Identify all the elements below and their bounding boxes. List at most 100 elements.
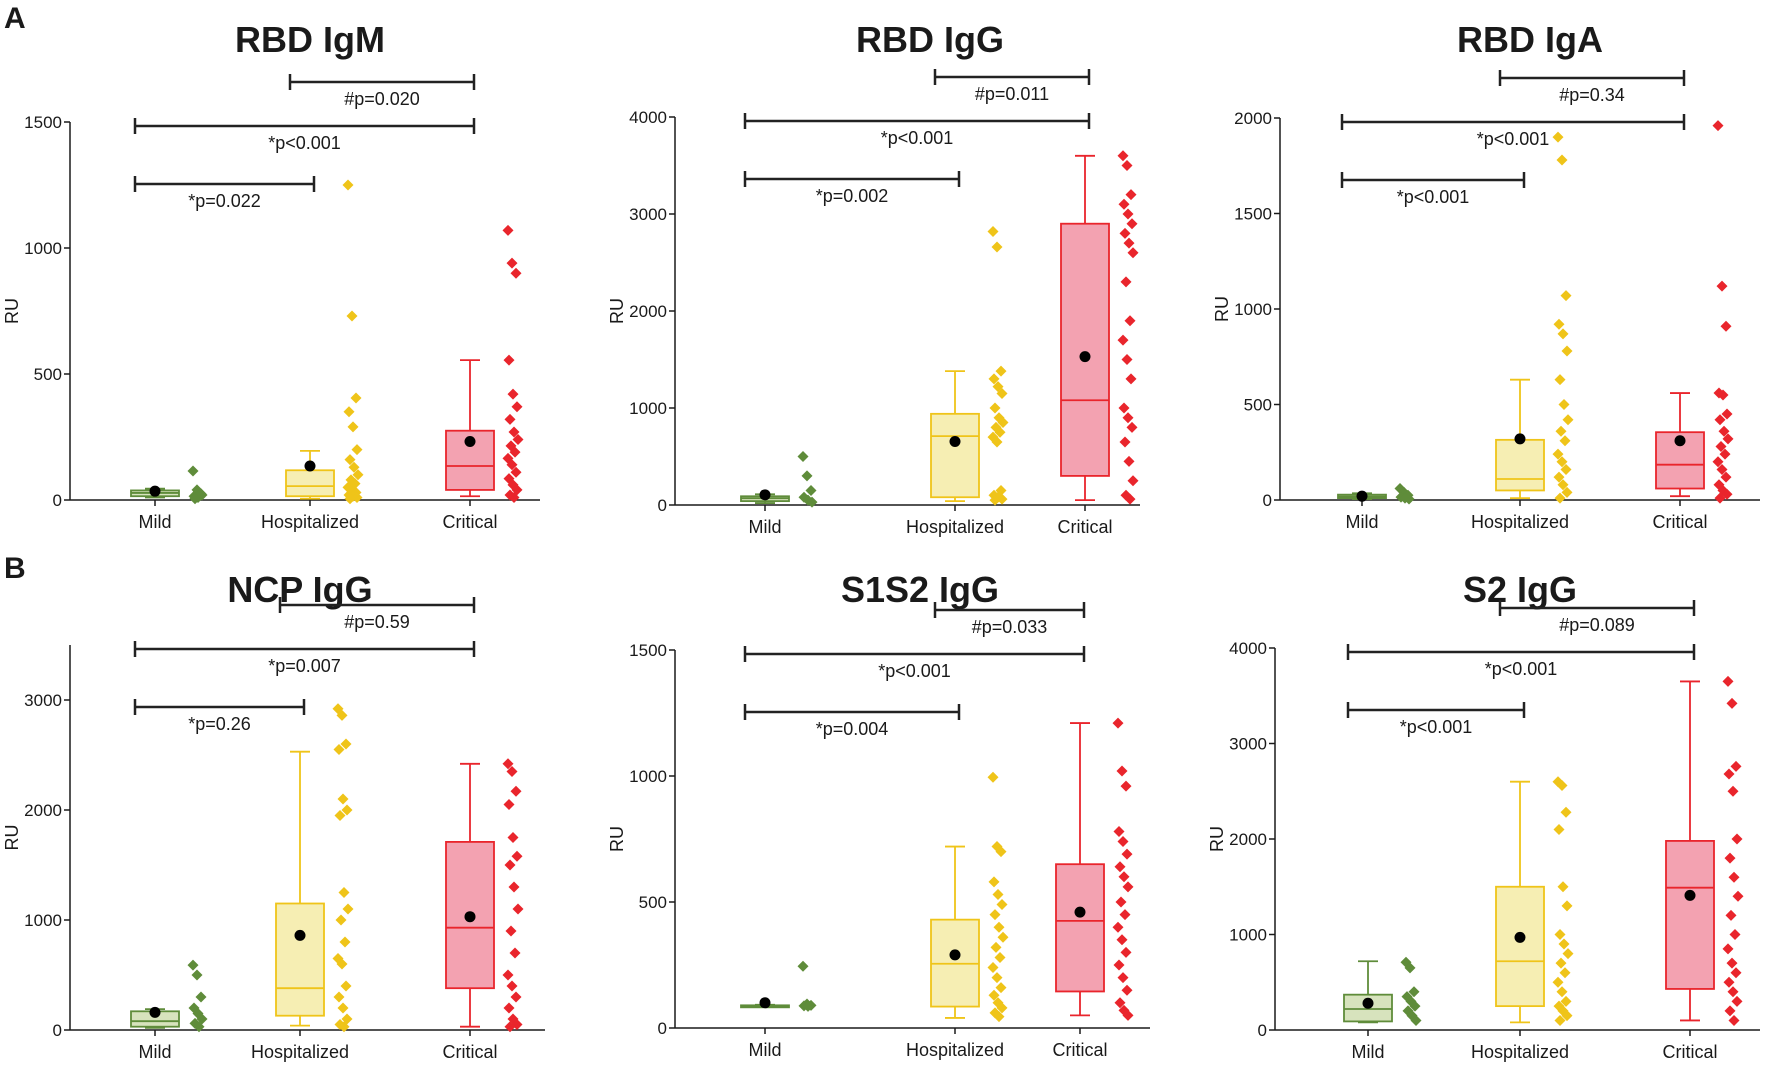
data-point <box>1119 909 1131 921</box>
mean-marker <box>949 435 961 447</box>
data-point <box>348 461 360 473</box>
data-point <box>988 876 1000 888</box>
x-tick-label: Hospitalized <box>1471 1042 1569 1062</box>
data-point <box>350 392 362 404</box>
chart-title: S2 IgG <box>1463 569 1577 610</box>
data-point <box>987 225 999 237</box>
sig-label: *p=0.26 <box>188 714 251 734</box>
y-tick-label: 1000 <box>629 399 667 418</box>
data-point <box>1554 374 1566 386</box>
y-axis-label: RU <box>1207 826 1227 852</box>
data-point <box>1553 471 1565 483</box>
data-point <box>337 1002 349 1014</box>
y-tick-label: 3000 <box>1229 735 1267 754</box>
data-point <box>1720 471 1732 483</box>
y-tick-label: 0 <box>1263 491 1272 510</box>
mean-marker <box>304 460 316 472</box>
data-point <box>1125 189 1137 201</box>
data-point <box>1715 441 1727 453</box>
data-point <box>511 850 523 862</box>
x-tick-label: Critical <box>1057 517 1112 537</box>
data-point <box>1122 881 1134 893</box>
mean-marker <box>1074 906 1086 918</box>
sig-label: *p<0.001 <box>878 661 951 681</box>
data-point <box>336 709 348 721</box>
data-point <box>187 465 199 477</box>
data-point <box>1732 890 1744 902</box>
data-point <box>347 421 359 433</box>
data-point <box>1727 785 1739 797</box>
data-point <box>1731 995 1743 1007</box>
data-point <box>1561 486 1573 498</box>
data-point <box>995 365 1007 377</box>
data-point <box>1122 412 1134 424</box>
y-tick-label: 1500 <box>24 113 62 132</box>
data-point <box>1120 946 1132 958</box>
y-tick-label: 2000 <box>1234 109 1272 128</box>
data-point <box>994 951 1006 963</box>
data-point <box>1552 131 1564 143</box>
mean-marker <box>464 911 476 923</box>
x-tick-label: Mild <box>138 1042 171 1062</box>
mean-marker <box>1362 997 1374 1009</box>
data-point <box>508 491 520 503</box>
x-tick-label: Hospitalized <box>261 512 359 532</box>
data-point <box>1561 900 1573 912</box>
data-point <box>1725 909 1737 921</box>
data-point <box>994 426 1006 438</box>
chart-panel-5: S1S2 IgG 0 500 1000 1500 RU Mild Hospitalized Cr… <box>607 569 1150 1060</box>
x-tick-label: Critical <box>1652 512 1707 532</box>
chart-panel-4: NCP IgG 0 1000 2000 3000 RU Mild Hospitalized Cr… <box>2 569 545 1062</box>
sig-label: *p<0.001 <box>1477 129 1550 149</box>
data-point <box>1117 836 1129 848</box>
sig-label: #p=0.089 <box>1559 615 1635 635</box>
data-point <box>342 179 354 191</box>
data-point <box>1121 984 1133 996</box>
data-point <box>351 444 363 456</box>
data-point <box>1403 493 1415 505</box>
data-point <box>1126 421 1138 433</box>
data-point <box>1558 938 1570 950</box>
data-point <box>1119 436 1131 448</box>
data-point <box>1112 921 1124 933</box>
data-point <box>338 1021 350 1033</box>
x-tick-label: Mild <box>748 517 781 537</box>
data-point <box>333 744 345 755</box>
data-point <box>1719 448 1731 460</box>
data-point <box>1716 463 1728 475</box>
data-point <box>1553 823 1565 835</box>
data-point <box>1552 976 1564 988</box>
data-point <box>512 434 524 446</box>
data-point <box>1554 492 1566 504</box>
y-tick-label: 4000 <box>629 108 667 127</box>
chart-panel-3: RBD IgA 0 500 1000 1500 2000 RU Mild Hospitalize… <box>1212 19 1760 532</box>
box-iqr <box>930 412 980 499</box>
sig-label: *p=0.022 <box>188 191 261 211</box>
sig-label: #p=0.033 <box>972 617 1048 637</box>
data-point <box>1410 1014 1422 1026</box>
data-point <box>1724 852 1736 864</box>
data-point <box>1561 345 1573 357</box>
data-point <box>1120 276 1132 288</box>
data-point <box>1556 154 1568 166</box>
data-point <box>506 766 518 777</box>
mean-marker <box>464 436 476 448</box>
data-point <box>988 373 1000 385</box>
y-tick-label: 0 <box>53 491 62 510</box>
data-point <box>504 1021 516 1033</box>
mean-marker <box>949 949 961 961</box>
x-tick-label: Critical <box>442 512 497 532</box>
data-point <box>506 257 518 269</box>
sig-label: *p=0.004 <box>816 719 889 739</box>
data-point <box>191 969 203 981</box>
data-point <box>1714 492 1726 504</box>
sig-label: *p<0.001 <box>881 128 954 148</box>
data-point <box>1552 448 1564 460</box>
x-tick-label: Mild <box>748 1040 781 1060</box>
data-point <box>336 958 348 970</box>
sig-label: #p=0.59 <box>344 612 410 632</box>
sig-label: *p<0.001 <box>1485 659 1558 679</box>
data-point <box>1560 806 1572 818</box>
data-point <box>195 991 207 1003</box>
